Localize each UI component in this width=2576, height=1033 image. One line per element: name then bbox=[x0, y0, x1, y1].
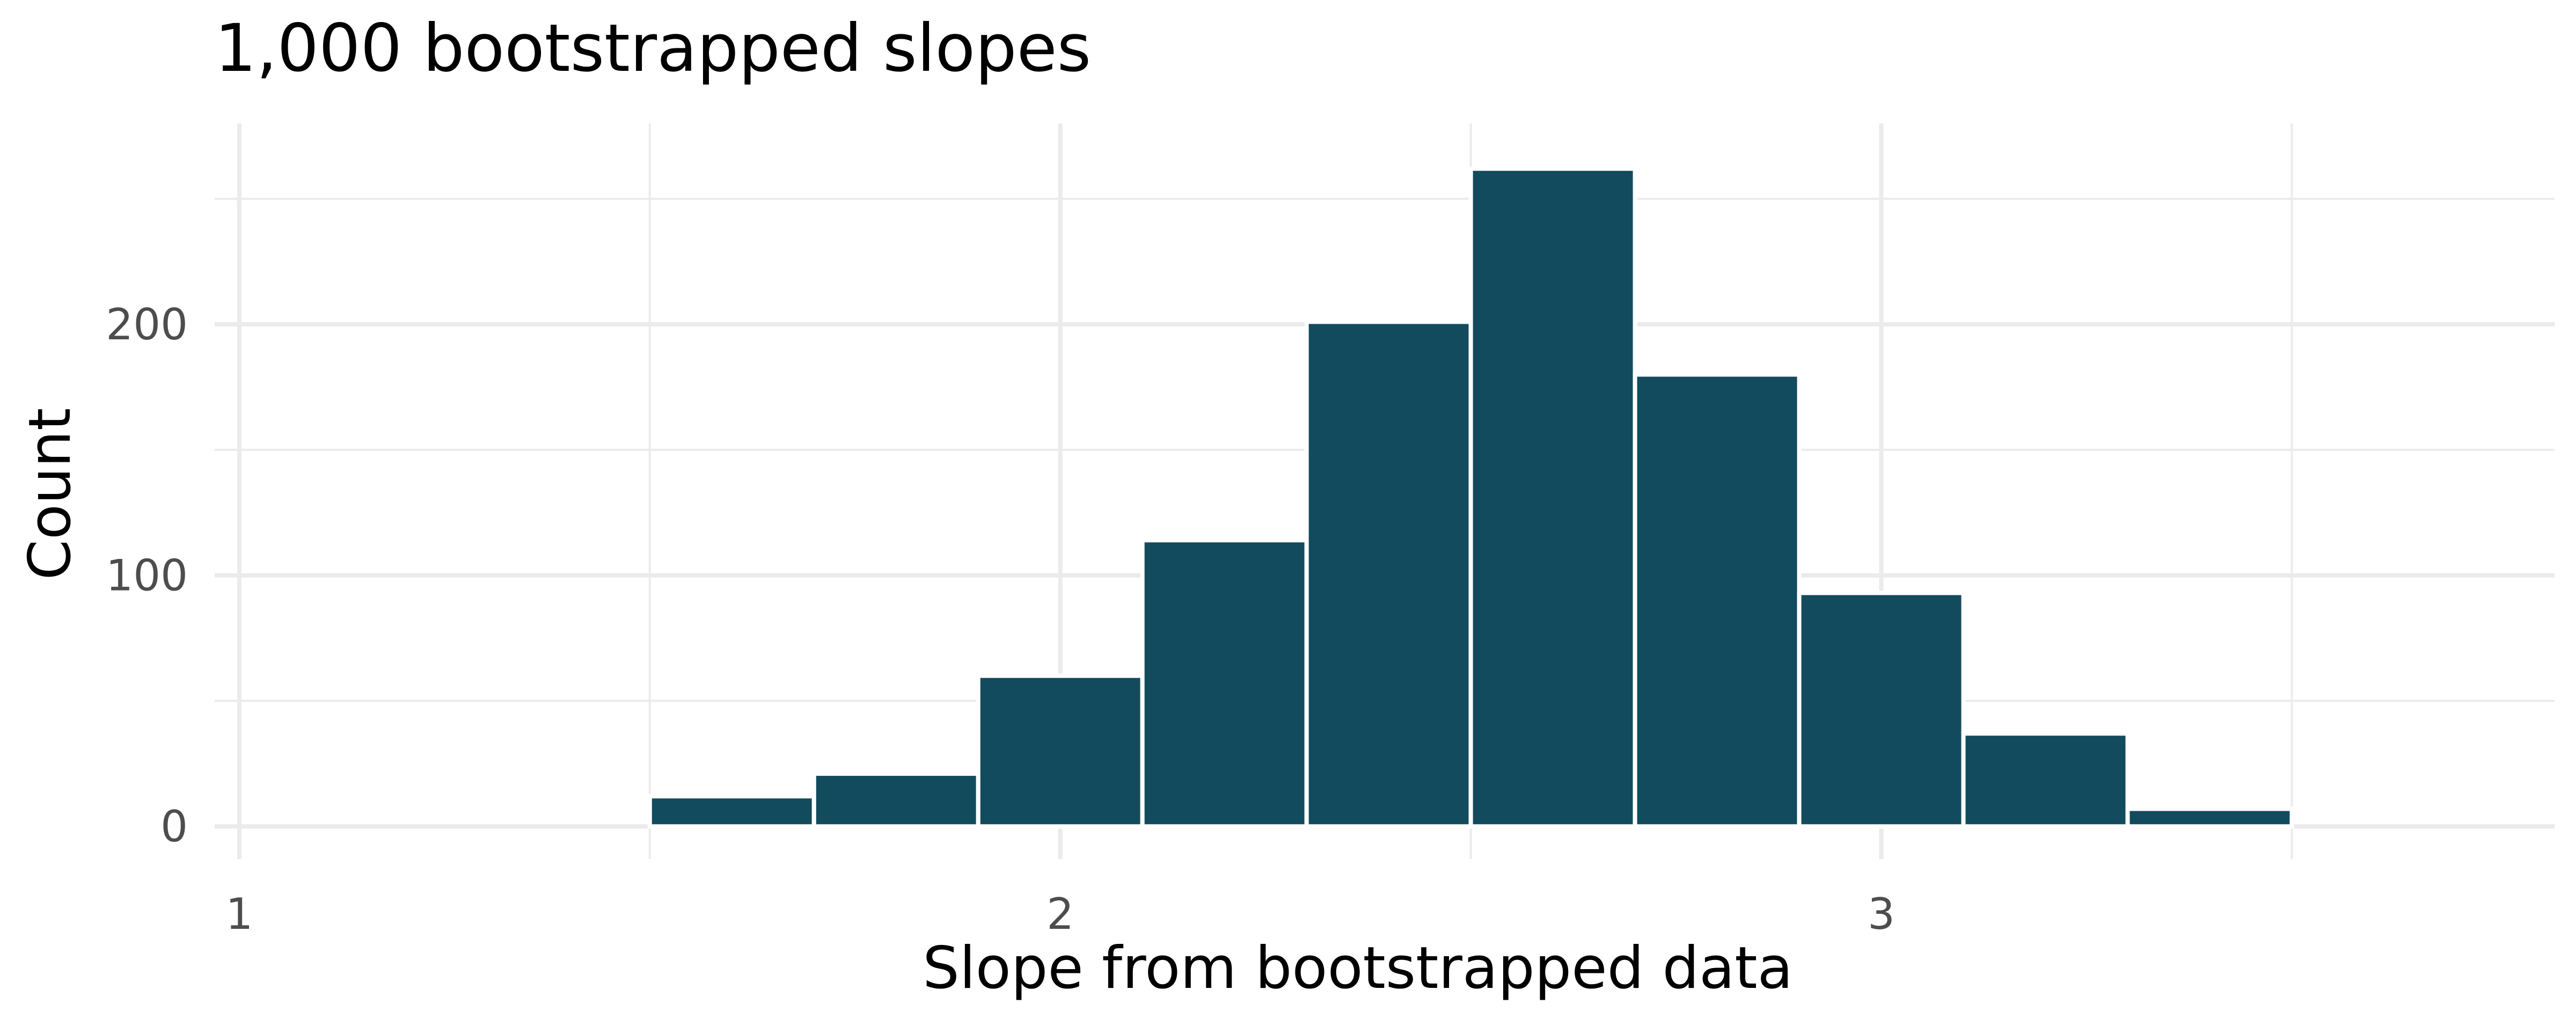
y-tick-label: 200 bbox=[106, 300, 188, 350]
y-tick-label: 100 bbox=[106, 551, 188, 601]
x-tick-label: 2 bbox=[1046, 889, 1074, 939]
histogram-bar bbox=[647, 794, 816, 829]
histogram-bar bbox=[2125, 806, 2294, 829]
histogram-bar bbox=[811, 772, 980, 829]
bars-layer bbox=[647, 166, 2294, 829]
x-tick-label: 1 bbox=[225, 889, 253, 939]
histogram-bar bbox=[1140, 538, 1309, 829]
histogram-bar bbox=[1633, 372, 1802, 829]
x-tick-label: 3 bbox=[1868, 889, 1895, 939]
x-axis-title: Slope from bootstrapped data bbox=[923, 935, 1793, 1002]
y-tick-label: 0 bbox=[160, 802, 188, 852]
histogram-bar bbox=[1961, 731, 2130, 829]
chart-title: 1,000 bootstrapped slopes bbox=[215, 10, 1091, 86]
histogram-bar bbox=[1797, 591, 1966, 829]
histogram-bar bbox=[1304, 319, 1473, 829]
histogram-bar bbox=[976, 673, 1145, 829]
histogram-bar bbox=[1468, 166, 1637, 829]
tick-labels-layer: 1 2 3 0 100 200 bbox=[106, 300, 1895, 939]
y-axis-title: Count bbox=[17, 408, 84, 580]
